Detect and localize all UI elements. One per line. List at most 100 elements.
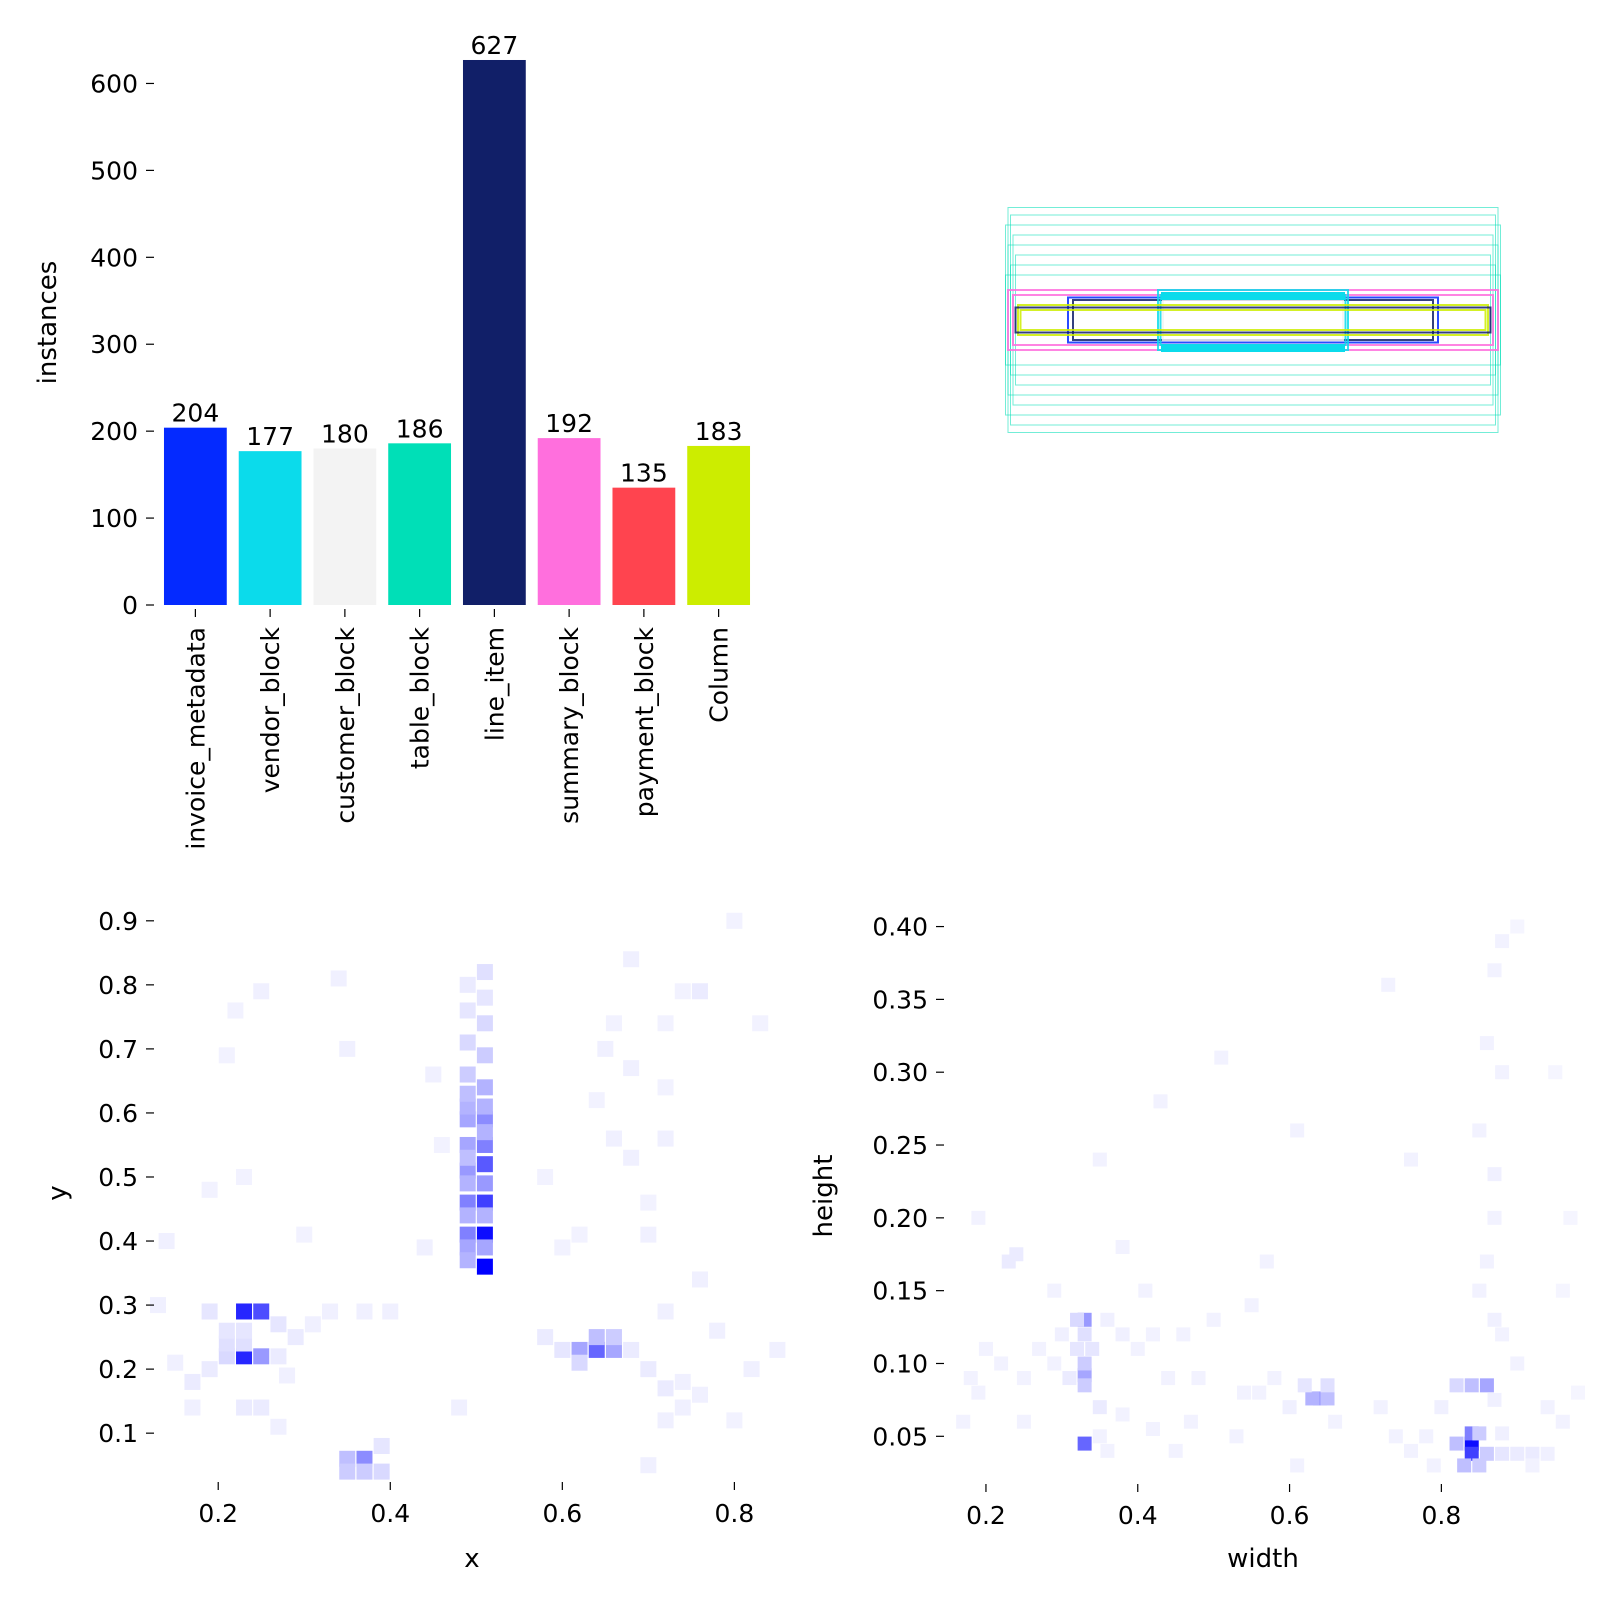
heatmap-cell	[459, 1207, 476, 1224]
heatmap-cell	[1267, 1371, 1282, 1386]
y-tick-label: 0.6	[98, 1099, 138, 1128]
heatmap-cell	[253, 1399, 270, 1416]
bar-value-label: 186	[396, 414, 444, 443]
heatmap-cell	[1320, 1391, 1335, 1406]
heatmap-cell	[1009, 1247, 1024, 1262]
heatmap-cell	[971, 1210, 986, 1225]
heatmap-cell	[373, 1437, 390, 1454]
heatmap-cell	[1328, 1414, 1343, 1429]
heatmap-cell	[1540, 1446, 1555, 1461]
heatmap-cell	[459, 1239, 476, 1256]
heatmap-cell	[270, 1316, 287, 1333]
heatmap-cell	[1252, 1385, 1267, 1400]
bbox-outline	[1019, 309, 1487, 331]
heatmap-cell	[1464, 1446, 1479, 1461]
x-axis-label: width	[1227, 1544, 1299, 1574]
y-tick-label: 0.35	[872, 985, 928, 1014]
heatmap-cell	[1495, 1327, 1510, 1342]
heatmap-cell	[1153, 1094, 1168, 1109]
heatmap-cell	[382, 1303, 399, 1320]
bar-value-label: 180	[321, 420, 369, 449]
y-tick-label: 200	[90, 417, 138, 446]
heatmap-cell	[1229, 1429, 1244, 1444]
bbox-outline	[1159, 294, 1347, 346]
category-label: vendor_block	[256, 626, 285, 793]
heatmap-cell	[476, 1239, 493, 1256]
y-tick-label: 0.05	[872, 1422, 928, 1451]
bar-value-label: 627	[471, 31, 519, 60]
heatmap-cell	[657, 1380, 674, 1397]
heatmap-cell	[623, 1060, 640, 1077]
heatmap-cell	[459, 1098, 476, 1115]
bbox-outline	[1010, 264, 1496, 376]
heatmap-cell	[1161, 1371, 1176, 1386]
y-tick-label: 0.30	[872, 1058, 928, 1087]
heatmap-cell	[330, 970, 347, 987]
heatmap-cell	[1487, 1312, 1502, 1327]
heatmap-cell	[218, 1335, 235, 1352]
y-tick-label: 0.20	[872, 1204, 928, 1233]
heatmap-cell	[657, 1412, 674, 1429]
heatmap-cell	[1525, 1446, 1540, 1461]
y-tick-label: 0.25	[872, 1131, 928, 1160]
bar-value-label: 135	[620, 459, 668, 488]
heatmap-cell	[1115, 1239, 1130, 1254]
heatmap-cell	[304, 1316, 321, 1333]
heatmap-cell	[640, 1457, 657, 1474]
bbox-outline	[1005, 274, 1501, 366]
bar	[313, 448, 377, 605]
heatmap-cell	[623, 951, 640, 968]
heatmap-cell	[1092, 1400, 1107, 1415]
heatmap-cell	[1479, 1378, 1494, 1393]
heatmap-cell	[236, 1322, 253, 1339]
heatmap-cell	[674, 1373, 691, 1390]
x-tick-label: 0.8	[1421, 1501, 1461, 1530]
heatmap-cell	[433, 1136, 450, 1153]
bbox-band	[1161, 292, 1345, 300]
heatmap-cell	[451, 1399, 468, 1416]
heatmap-cell	[1237, 1385, 1252, 1400]
heatmap-cell	[476, 1015, 493, 1032]
heatmap-cell	[339, 1040, 356, 1057]
y-tick-label: 0.4	[98, 1227, 138, 1256]
heatmap-cell	[657, 1079, 674, 1096]
heatmap-cell	[425, 1066, 442, 1083]
heatmap-cell	[476, 1258, 493, 1275]
heatmap-cell	[1054, 1327, 1069, 1342]
category-label: payment_block	[630, 626, 659, 817]
heatmap-cell	[158, 1233, 175, 1250]
heatmap-cell	[236, 1303, 253, 1320]
heatmap-cell	[1244, 1298, 1259, 1313]
y-tick-label: 0.8	[98, 971, 138, 1000]
y-axis-label: instances	[33, 261, 63, 385]
heatmap-cell	[476, 1207, 493, 1224]
bar	[388, 443, 452, 605]
heatmap-cell	[476, 1047, 493, 1064]
heatmap-cell	[1449, 1436, 1464, 1451]
heatmap-cell	[1472, 1283, 1487, 1298]
heatmap-cell	[605, 1341, 622, 1358]
heatmap-cell	[1464, 1378, 1479, 1393]
heatmap-cell	[588, 1092, 605, 1109]
heatmap-cell	[218, 1348, 235, 1365]
heatmap-cell	[1100, 1443, 1115, 1458]
category-label: invoice_metadata	[181, 627, 210, 850]
heatmap-cell	[356, 1463, 373, 1480]
heatmap-cell	[1495, 1426, 1510, 1441]
heatmap-cell	[227, 1002, 244, 1019]
heatmap-cell	[1176, 1327, 1191, 1342]
heatmap-cell	[743, 1361, 760, 1378]
heatmap-cell	[476, 1111, 493, 1128]
heatmap-cell	[1062, 1371, 1077, 1386]
category-label: Column	[705, 627, 734, 723]
heatmap-cell	[476, 1175, 493, 1192]
heatmap-cell	[571, 1354, 588, 1371]
bbox-outline	[1014, 306, 1492, 334]
heatmap-cell	[150, 1297, 166, 1314]
heatmap-cell	[476, 1136, 493, 1153]
heatmap-cell	[1290, 1123, 1305, 1138]
heatmap-cell	[1434, 1400, 1449, 1415]
heatmap-cell	[459, 1162, 476, 1179]
bar-value-label: 192	[545, 409, 593, 438]
heatmap-cell	[167, 1354, 184, 1371]
